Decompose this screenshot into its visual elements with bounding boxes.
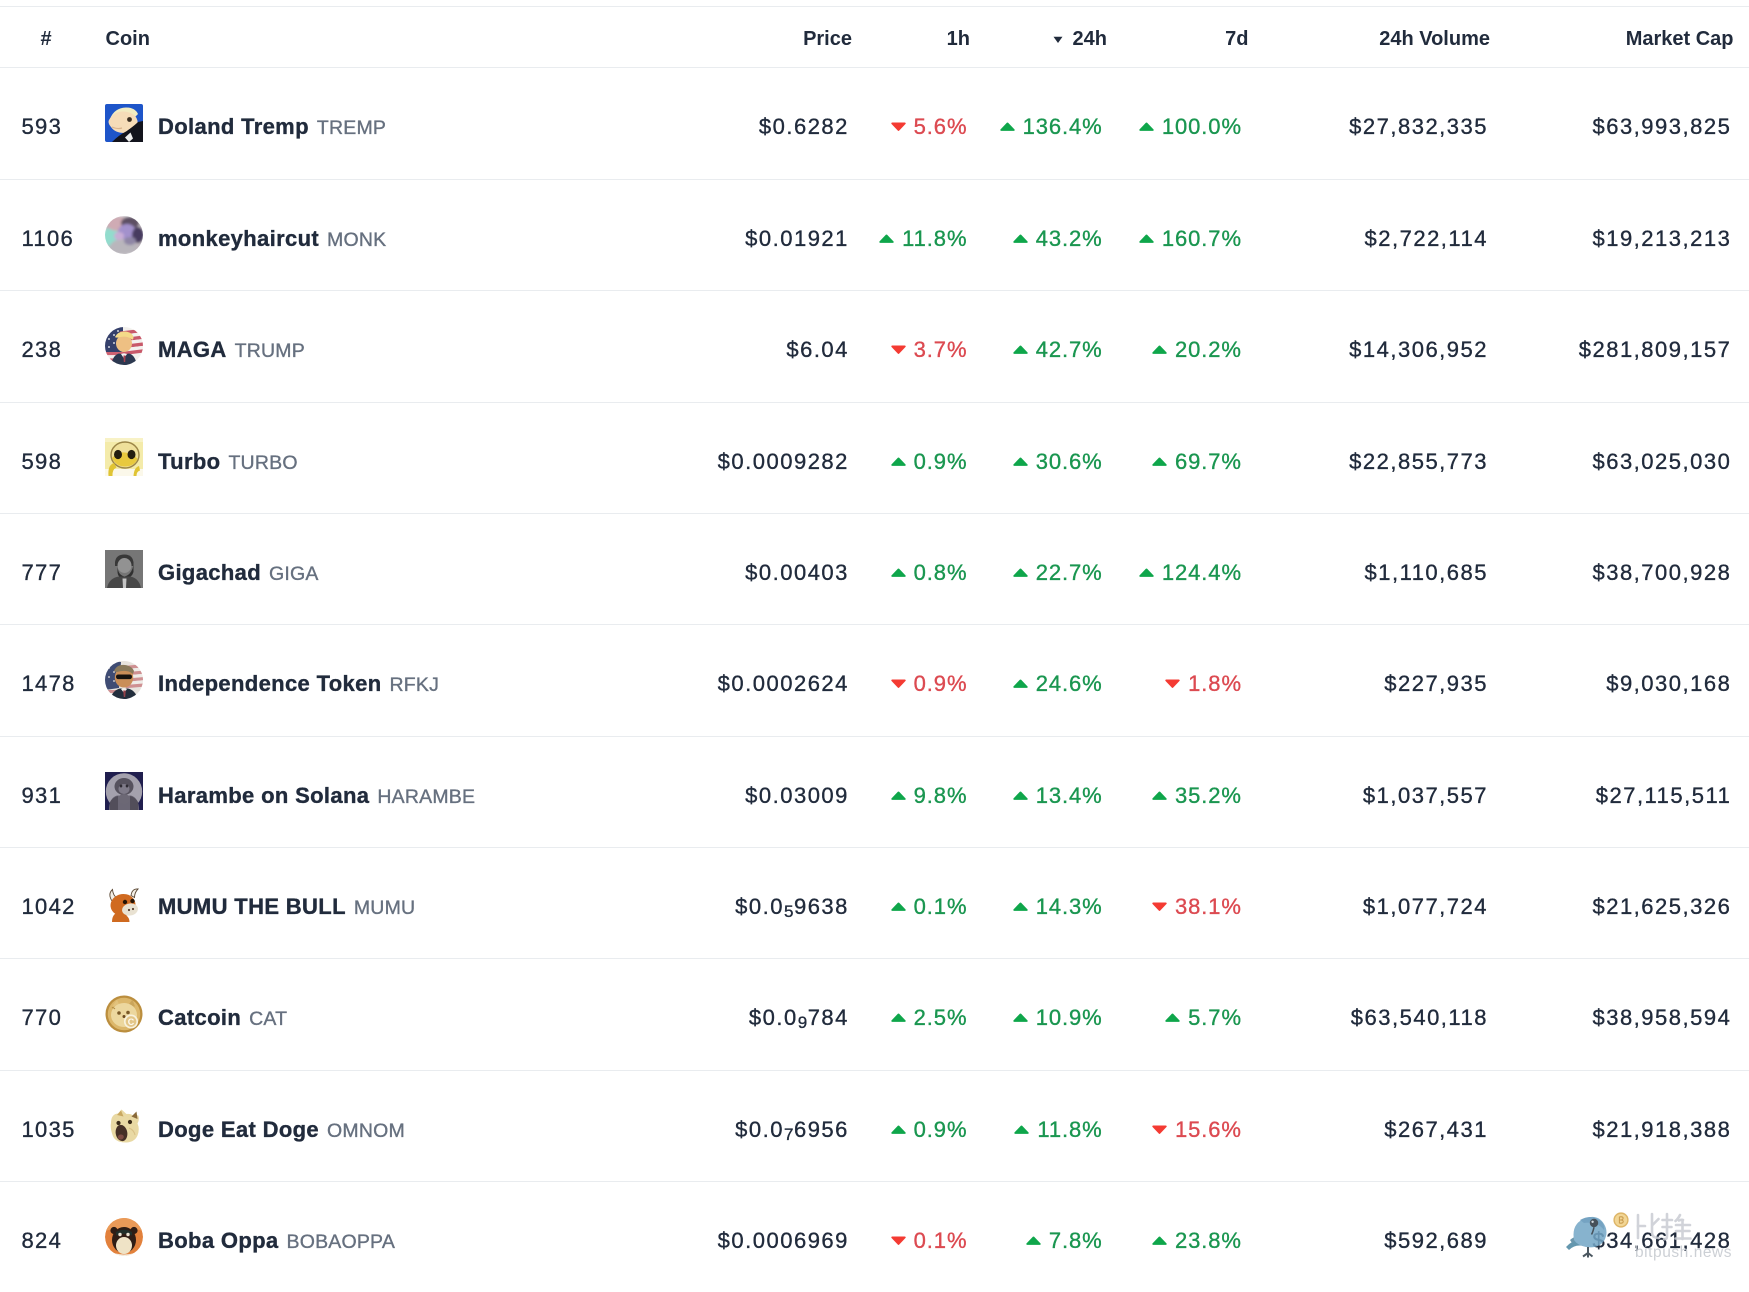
svg-text:C: C bbox=[128, 1017, 135, 1027]
